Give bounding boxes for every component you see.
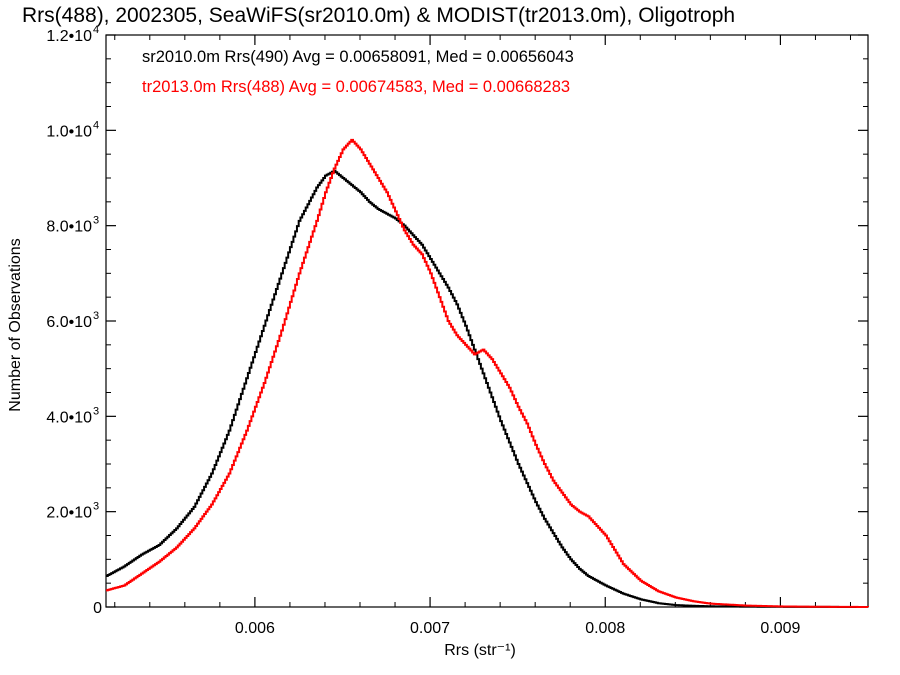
legend-entry-sr2010: sr2010.0m Rrs(490) Avg = 0.00658091, Med… xyxy=(142,48,574,66)
y-tick-label: 0 xyxy=(93,600,102,617)
y-tick-exponent: 4 xyxy=(93,24,99,36)
y-tick-label: 1.0•10 xyxy=(46,123,92,140)
y-tick-label: 6.0•10 xyxy=(46,314,92,331)
series-layer xyxy=(106,138,869,608)
x-tick-label: 0.008 xyxy=(585,620,625,637)
y-tick-exponent: 3 xyxy=(93,310,99,322)
x-tick-label: 0.009 xyxy=(760,620,800,637)
x-axis: 0.006 0.007 0.008 0.009 xyxy=(114,35,851,637)
series-line-0 xyxy=(106,169,868,608)
x-tick-label: 0.007 xyxy=(410,620,450,637)
y-tick-label: 8.0•10 xyxy=(46,219,92,236)
y-tick-label: 1.2•10 xyxy=(46,28,92,45)
chart-title: Rrs(488), 2002305, SeaWiFS(sr2010.0m) & … xyxy=(22,4,735,27)
y-tick-exponent: 4 xyxy=(93,119,99,131)
plot-frame xyxy=(105,34,869,608)
y-axis-label: Number of Observations xyxy=(7,238,24,411)
y-tick-exponent: 3 xyxy=(93,215,99,227)
y-tick-label: 2.0•10 xyxy=(46,505,92,522)
legend-entry-tr2013: tr2013.0m Rrs(488) Avg = 0.00674583, Med… xyxy=(142,78,570,96)
y-tick-exponent: 3 xyxy=(93,501,99,513)
x-axis-label: Rrs (str⁻¹) xyxy=(444,642,516,659)
y-axis: 02.0•10 34.0•10 36.0•10 38.0•10 31.0•10 41.2•… xyxy=(46,24,868,617)
x-tick-label: 0.006 xyxy=(235,620,275,637)
y-tick-label: 4.0•10 xyxy=(46,409,92,426)
series-line-1 xyxy=(106,138,869,608)
y-tick-exponent: 3 xyxy=(93,405,99,417)
